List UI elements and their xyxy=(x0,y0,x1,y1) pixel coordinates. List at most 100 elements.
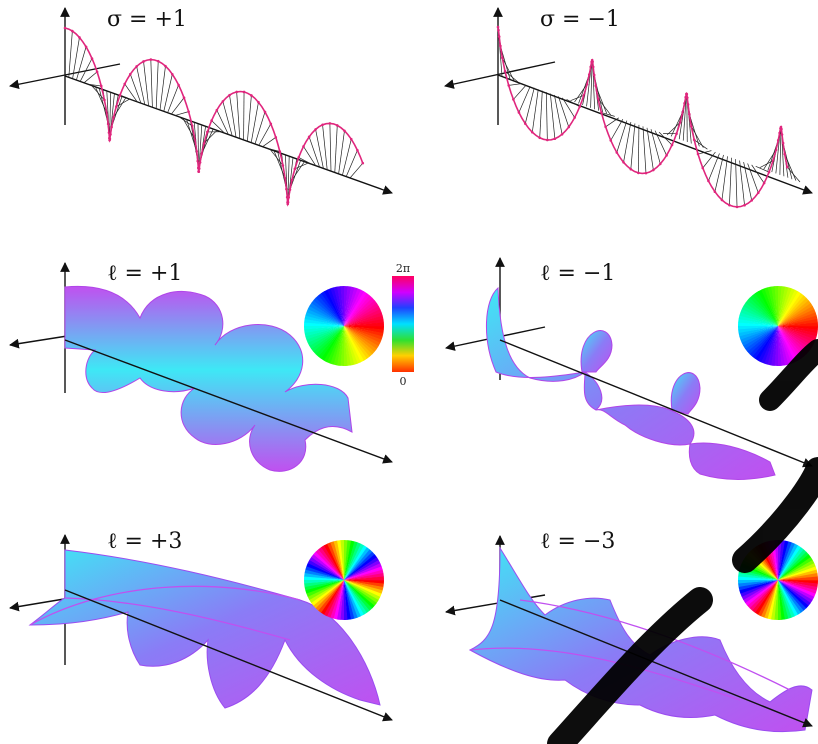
phase-sector xyxy=(778,549,807,580)
phase-sector xyxy=(344,576,385,581)
field-vector xyxy=(650,129,661,165)
phase-sector xyxy=(778,554,811,580)
phase-sector xyxy=(745,299,778,326)
phase-sector xyxy=(757,580,778,617)
phase-sector xyxy=(311,299,344,326)
axes-sigma-plus xyxy=(9,7,393,195)
field-vector xyxy=(616,120,628,153)
field-vector xyxy=(545,92,548,140)
phase-sector xyxy=(738,580,778,587)
propagation-axis-l-minus1 xyxy=(499,339,813,468)
phase-sector xyxy=(344,580,382,598)
phase-sector xyxy=(747,297,778,326)
phase-sector xyxy=(343,326,348,367)
field-vector xyxy=(638,124,640,173)
phase-sector xyxy=(778,580,815,601)
field-vector xyxy=(216,109,229,135)
phase-sector xyxy=(739,580,778,594)
field-vector xyxy=(236,91,241,139)
phase-sector xyxy=(344,326,381,347)
phase-sector xyxy=(778,315,818,326)
phase-sector xyxy=(778,326,795,364)
phase-sector xyxy=(313,326,344,355)
propagation-axis-l-plus1 xyxy=(64,339,393,464)
phase-sector xyxy=(778,573,818,580)
phase-sector xyxy=(778,326,792,365)
phase-sector xyxy=(313,551,344,580)
phase-sector xyxy=(761,288,778,326)
phase-sector xyxy=(778,291,802,326)
field-vector xyxy=(136,66,146,105)
phase-sector xyxy=(309,302,344,326)
phase-sector xyxy=(778,542,796,580)
panel-l-minus1: ℓ = −1 xyxy=(445,257,818,480)
field-vector xyxy=(72,37,80,79)
field-vector xyxy=(342,139,352,176)
phase-sector xyxy=(344,303,379,326)
phase-sector xyxy=(778,326,809,355)
phase-sector xyxy=(344,580,358,619)
phase-sector xyxy=(344,288,362,326)
phase-sector xyxy=(739,311,778,326)
field-vector xyxy=(201,128,214,154)
field-vector xyxy=(605,117,619,128)
polarization-spokes-minus xyxy=(496,25,801,209)
phase-sector xyxy=(778,580,816,598)
phase-sector xyxy=(344,554,377,580)
field-vector xyxy=(129,74,142,104)
field-vector xyxy=(721,156,728,201)
phase-sector xyxy=(778,326,807,357)
field-vector xyxy=(262,137,276,148)
phase-sector xyxy=(778,326,804,359)
phase-sector xyxy=(344,580,377,607)
field-vector xyxy=(513,84,527,100)
field-vector xyxy=(294,162,309,170)
phase-sector xyxy=(737,579,778,584)
phase-sector xyxy=(344,569,384,580)
phase-sector xyxy=(778,300,811,326)
field-vector xyxy=(329,123,332,172)
phase-sector xyxy=(307,326,344,346)
field-vector xyxy=(630,123,636,170)
phase-sector xyxy=(344,300,377,326)
phase-sector xyxy=(344,580,373,611)
phase-sector xyxy=(315,295,344,326)
field-vector xyxy=(159,66,166,111)
field-vector xyxy=(113,97,127,118)
phase-sector xyxy=(320,326,344,361)
phase-sector xyxy=(777,326,782,367)
field-vector xyxy=(595,85,608,114)
phase-sector xyxy=(344,326,364,363)
phase-wheel-l-minus1 xyxy=(737,285,818,367)
phase-sector xyxy=(778,326,817,341)
helical-wavefront-minus3 xyxy=(468,546,813,733)
phase-sector xyxy=(326,326,344,364)
phase-sector xyxy=(309,580,344,603)
phase-sector xyxy=(303,325,344,330)
field-vector xyxy=(229,95,237,138)
phase-sector xyxy=(324,289,344,326)
field-vector xyxy=(735,159,738,207)
phase-colorbar: 2π 0 xyxy=(392,262,414,388)
phase-sector xyxy=(323,580,344,617)
field-vector xyxy=(779,127,782,175)
phase-sector xyxy=(344,542,362,580)
phase-sector xyxy=(778,309,816,326)
field-vector xyxy=(124,83,138,103)
field-vector xyxy=(163,74,173,112)
field-vector xyxy=(694,139,708,150)
phase-sector xyxy=(778,580,801,615)
helical-wavefront-minus1 xyxy=(486,286,776,480)
field-vector xyxy=(691,126,704,148)
phase-sector xyxy=(778,326,785,366)
phase-sector xyxy=(344,312,383,326)
phase-sector xyxy=(344,580,361,618)
phase-sector xyxy=(327,288,344,326)
phase-sector xyxy=(778,297,809,326)
label-l-plus3: ℓ = +3 xyxy=(107,529,182,554)
phase-sector xyxy=(747,580,778,609)
field-vector xyxy=(345,150,358,177)
phase-sector xyxy=(778,551,809,580)
field-vector xyxy=(155,61,159,109)
colorbar-bottom-label: 0 xyxy=(400,375,407,388)
